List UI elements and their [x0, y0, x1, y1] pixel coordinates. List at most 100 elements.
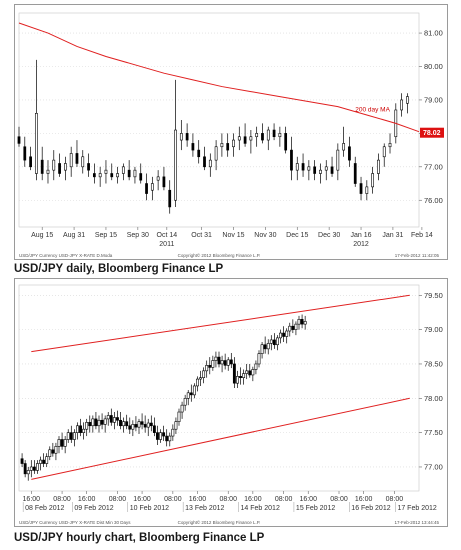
candle-body [232, 363, 236, 384]
candle-body [294, 323, 298, 330]
candle-body [109, 415, 113, 423]
candle-body [128, 425, 132, 430]
x-tick-label: 08:00 [386, 496, 404, 503]
candle-body [79, 425, 82, 433]
candle-body [303, 321, 307, 325]
candle-body [353, 163, 357, 184]
candle-body [54, 446, 58, 454]
candle-body [371, 173, 374, 188]
candle-body [220, 143, 224, 148]
y-tick-label: 77.50 [424, 428, 443, 437]
candle-body [162, 432, 166, 437]
candle-body [156, 176, 160, 181]
candle-body [69, 153, 73, 168]
candle-body [226, 143, 230, 151]
x-tick-label: 08:00 [219, 496, 237, 503]
candle-body [319, 169, 322, 174]
candle-body [179, 133, 183, 141]
candle-body [145, 183, 148, 194]
y-tick-label: 76.00 [424, 196, 443, 205]
footer-center: Copyright© 2012 Bloomberg Finance L.P. [178, 519, 261, 525]
candle-body [171, 428, 175, 437]
footer-left: USD/JPY Currency USD-JPY X-RATE D.Moda [19, 253, 113, 258]
x-tick-label: 08:00 [275, 496, 293, 503]
candle-body [243, 136, 247, 144]
x-tick-label: Aug 31 [63, 232, 85, 239]
x-tick-label: Jan 16 [351, 232, 372, 239]
candle-body [48, 449, 52, 457]
channel-line [31, 294, 410, 353]
candle-body [131, 424, 135, 430]
candle-body [229, 359, 233, 365]
x-tick-label: 16:00 [78, 496, 96, 503]
candle-body [214, 146, 218, 161]
x-date-label: 10 Feb 2012 [130, 505, 169, 512]
x-tick-label: 16:00 [133, 496, 151, 503]
candle-body [26, 470, 30, 475]
candle-body [156, 432, 159, 440]
candle-body [211, 360, 215, 368]
candle-body [140, 421, 144, 425]
candle-body [359, 183, 363, 194]
candle-body [269, 339, 273, 344]
candle-body [177, 411, 181, 422]
candle-body [260, 344, 264, 354]
candle-body [217, 356, 221, 365]
candle-body [254, 363, 258, 370]
candle-body [134, 424, 138, 428]
candle-body [87, 163, 90, 171]
x-tick-label: 08:00 [109, 496, 127, 503]
candle-body [63, 439, 67, 447]
candle-body [52, 159, 56, 171]
plot-frame [18, 284, 420, 492]
candle-body [35, 113, 38, 174]
candle-body [257, 353, 261, 365]
candle-body [139, 173, 143, 181]
candle-body [342, 143, 346, 151]
x-tick-label: 08:00 [164, 496, 182, 503]
candle-body [220, 360, 224, 365]
candle-body [255, 133, 259, 138]
x-year-label: 2011 [159, 241, 174, 248]
y-tick-label: 78.00 [424, 394, 443, 403]
candle-body [266, 343, 270, 350]
x-tick-label: 08:00 [53, 496, 71, 503]
candle-body [46, 169, 50, 174]
candle-body [232, 139, 235, 148]
candle-body [261, 133, 264, 141]
candle-body [185, 133, 189, 141]
candle-body [336, 149, 340, 171]
candle-body [104, 169, 108, 174]
candle-body [122, 421, 126, 427]
candle-body [406, 96, 409, 104]
candle-body [313, 166, 317, 174]
x-year-label: 2012 [353, 241, 369, 248]
candle-body [39, 459, 42, 464]
plot-frame [18, 12, 420, 228]
x-tick-label: Dec 15 [286, 232, 308, 239]
candle-body [57, 439, 61, 447]
x-tick-label: 16:00 [244, 496, 262, 503]
x-date-label: 13 Feb 2012 [185, 505, 224, 512]
x-tick-label: Sep 30 [127, 232, 149, 239]
candle-body [23, 463, 27, 475]
candle-body [72, 432, 76, 440]
x-tick-label: Oct 14 [157, 232, 178, 239]
candle-body [29, 156, 32, 168]
candle-body [143, 424, 147, 428]
candle-body [365, 186, 369, 194]
candle-body [125, 421, 129, 427]
candle-body [92, 173, 96, 178]
candle-body [208, 159, 212, 168]
x-tick-label: Jan 31 [382, 232, 403, 239]
x-tick-label: Nov 30 [254, 232, 276, 239]
candle-body [239, 376, 242, 379]
candle-body [226, 359, 230, 366]
y-tick-label: 79.50 [424, 291, 443, 300]
candle-body [29, 466, 33, 471]
candle-body [174, 129, 177, 201]
channel-line [31, 397, 410, 480]
candle-body [100, 419, 104, 425]
candle-body [168, 435, 172, 442]
